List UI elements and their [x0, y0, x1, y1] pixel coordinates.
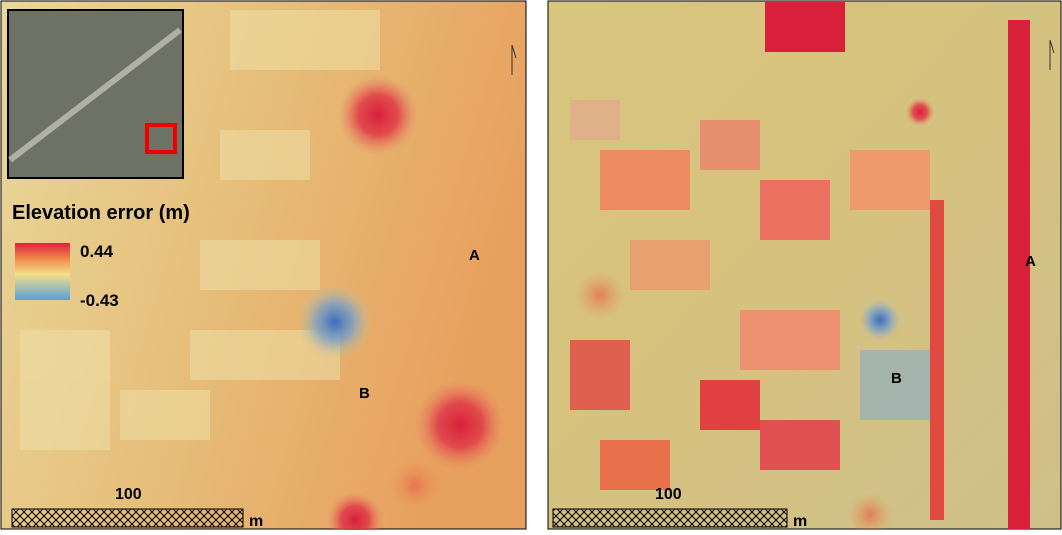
scale-distance: 100 [115, 486, 142, 503]
right-map: A B 100 m [548, 1, 1061, 530]
legend-max: 0.44 [80, 242, 114, 261]
error-coldspot [297, 284, 373, 360]
error-hotspot [575, 270, 625, 320]
site-label: B [359, 385, 370, 402]
scale-unit: m [793, 513, 807, 530]
scale-bar [12, 509, 243, 527]
site-label: B [891, 370, 902, 387]
scale-unit: m [249, 513, 263, 530]
road-error-strip [930, 200, 944, 520]
legend-title: Elevation error (m) [12, 202, 190, 224]
color-ramp [15, 243, 70, 300]
left-map: Elevation error (m) 0.44 -0.43 A B 100 m [1, 1, 526, 530]
error-hotspot [906, 98, 934, 126]
site-label: A [469, 247, 480, 264]
road-error-strip [1008, 20, 1030, 529]
figure: Elevation error (m) 0.44 -0.43 A B 100 m… [0, 0, 1062, 530]
legend-min: -0.43 [80, 291, 119, 310]
error-hotspot [415, 380, 505, 470]
site-label: A [1025, 253, 1036, 270]
error-coldspot [858, 298, 902, 342]
scale-bar [553, 509, 787, 527]
scale-distance: 100 [655, 486, 682, 503]
error-hotspot [390, 460, 440, 510]
error-hotspot [338, 75, 418, 155]
